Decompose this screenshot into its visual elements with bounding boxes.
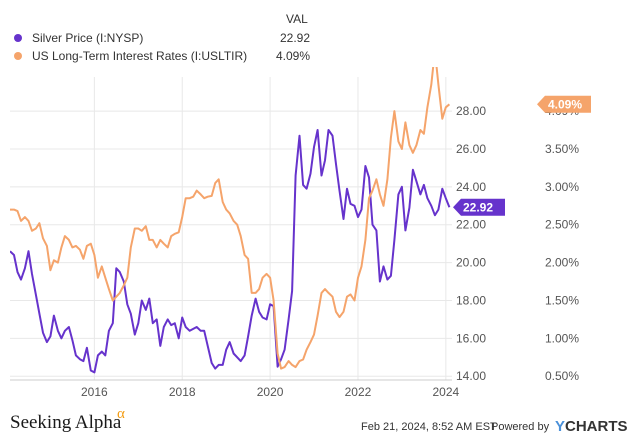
- series-line-silver: [10, 129, 451, 374]
- x-tick-label: 2016: [81, 385, 108, 399]
- series-lines: [10, 67, 451, 374]
- footer: Seeking Alpha α Feb 21, 2024, 8:52 AM ES…: [10, 406, 628, 435]
- right-axis-tick-label: 1.50%: [545, 293, 579, 307]
- left-axis-tick-label: 16.00: [456, 331, 486, 345]
- right-axis-tick-label: 3.00%: [545, 180, 579, 194]
- powered-by: Powered by: [491, 421, 550, 433]
- right-axis-tick-label: 1.00%: [545, 331, 579, 345]
- end-label-silver-text: 22.92: [463, 200, 493, 214]
- left-axis-tick-label: 26.00: [456, 142, 486, 156]
- ycharts-logo-rest: CHARTS: [565, 418, 628, 435]
- end-label-rates: 4.09%: [537, 95, 591, 113]
- alpha-mark-icon: α: [117, 406, 125, 422]
- legend: VAL Silver Price (I:NYSP) 22.92 US Long-…: [14, 12, 310, 63]
- legend-swatch-silver: [14, 34, 22, 42]
- x-tick-label: 2020: [257, 385, 284, 399]
- left-axis-tick-label: 18.00: [456, 293, 486, 307]
- left-axis-tick-label: 14.00: [456, 369, 486, 383]
- legend-swatch-rates: [14, 52, 22, 60]
- ycharts-logo: YCHARTS: [555, 418, 628, 435]
- left-axis-tick-label: 20.00: [456, 256, 486, 270]
- seeking-alpha-logo: Seeking Alpha: [10, 412, 122, 433]
- legend-value-rates: 4.09%: [276, 49, 310, 63]
- right-axis-tick-label: 2.00%: [545, 256, 579, 270]
- plot-area: [10, 77, 452, 380]
- legend-label-silver: Silver Price (I:NYSP): [32, 31, 143, 45]
- x-tick-label: 2018: [169, 385, 196, 399]
- ycharts-y-mark-icon: Y: [555, 418, 565, 435]
- series-line-rates: [10, 67, 451, 370]
- end-label-silver: 22.92: [453, 198, 505, 216]
- legend-label-rates: US Long-Term Interest Rates (I:USLTIR): [32, 49, 247, 63]
- legend-value-silver: 22.92: [280, 31, 310, 45]
- right-axis-tick-label: 0.50%: [545, 369, 579, 383]
- timestamp: Feb 21, 2024, 8:52 AM EST: [361, 421, 497, 433]
- x-tick-label: 2024: [432, 385, 459, 399]
- legend-header: VAL: [286, 12, 308, 26]
- end-label-rates-text: 4.09%: [548, 97, 582, 111]
- x-tick-label: 2022: [345, 385, 372, 399]
- axis-ticks: 2016 2018 2020 2022 2024 28.00 26.00 24.00 22.00…: [81, 104, 579, 399]
- left-axis-tick-label: 24.00: [456, 180, 486, 194]
- left-axis-tick-label: 22.00: [456, 218, 486, 232]
- right-axis-tick-label: 3.50%: [545, 142, 579, 156]
- left-axis-tick-label: 28.00: [456, 104, 486, 118]
- right-axis-tick-label: 2.50%: [545, 218, 579, 232]
